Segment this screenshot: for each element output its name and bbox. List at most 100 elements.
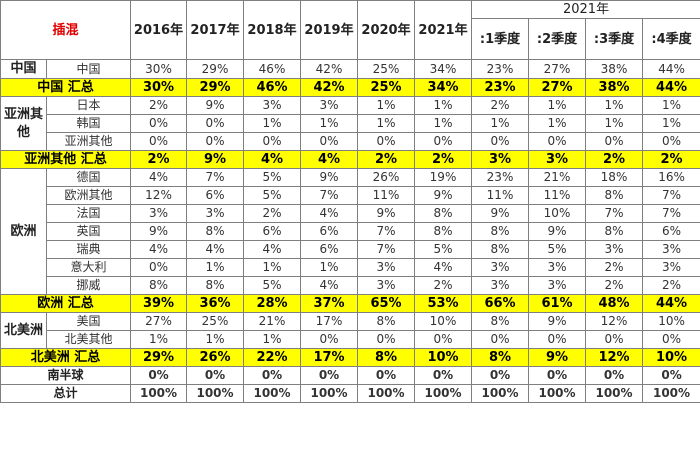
value-cell: 9% — [186, 150, 245, 169]
year-header: 2017年 — [186, 0, 245, 60]
value-cell: 0% — [585, 330, 644, 349]
value-cell: 0% — [528, 366, 587, 385]
value-cell: 26% — [357, 168, 416, 187]
country-label: 美国 — [45, 312, 132, 331]
total-row: 亚洲其他 汇总 2% 9% 4% 4% 2% 2% 3% 3% 2% 2% — [0, 150, 700, 169]
value-cell: 2% — [585, 258, 644, 277]
value-cell: 19% — [414, 168, 473, 187]
value-cell: 4% — [130, 240, 188, 259]
table-row: 意大利 0% 1% 1% 1% 3% 4% 3% 3% 2% 3% — [1, 258, 700, 277]
value-cell: 5% — [243, 168, 302, 187]
value-cell: 100% — [300, 384, 359, 403]
value-cell: 12% — [585, 312, 644, 331]
value-cell: 0% — [414, 330, 473, 349]
value-cell: 1% — [585, 96, 644, 115]
value-cell: 7% — [357, 222, 416, 241]
value-cell: 2% — [130, 96, 188, 115]
value-cell: 25% — [186, 312, 245, 331]
total-label: 亚洲其他 汇总 — [0, 150, 132, 169]
value-cell: 9% — [471, 204, 530, 223]
value-cell: 21% — [528, 168, 587, 187]
value-cell: 0% — [471, 132, 530, 151]
value-cell: 10% — [528, 204, 587, 223]
value-cell: 4% — [300, 276, 359, 295]
value-cell: 2% — [357, 150, 416, 169]
total-row: 中国 汇总 30% 29% 46% 42% 25% 34% 23% 27% 38% 44% — [0, 78, 700, 97]
value-cell: 8% — [471, 348, 530, 367]
value-cell: 5% — [528, 240, 587, 259]
value-cell: 3% — [471, 258, 530, 277]
value-cell: 46% — [243, 59, 302, 79]
table-row: 北美其他 1% 1% 1% 0% 0% 0% 0% 0% 0% 0% — [1, 330, 700, 349]
value-cell: 7% — [642, 186, 700, 205]
value-cell: 0% — [528, 330, 587, 349]
value-cell: 1% — [300, 114, 359, 133]
country-label: 德国 — [45, 168, 132, 187]
value-cell: 0% — [130, 258, 188, 277]
country-label: 法国 — [45, 204, 132, 223]
value-cell: 3% — [471, 276, 530, 295]
value-cell: 3% — [528, 150, 587, 169]
country-label: 瑞典 — [45, 240, 132, 259]
total-label: 欧洲 汇总 — [0, 294, 132, 313]
table-row: 亚洲其他 日本 2% 9% 3% 3% 1% 1% 2% 1% 1% 1% — [0, 96, 700, 151]
value-cell: 1% — [642, 96, 700, 115]
value-cell: 16% — [642, 168, 700, 187]
value-cell: 17% — [300, 348, 359, 367]
value-cell: 0% — [642, 330, 700, 349]
value-cell: 23% — [471, 59, 530, 79]
value-cell: 0% — [243, 366, 302, 385]
value-cell: 0% — [130, 132, 188, 151]
value-cell: 11% — [528, 186, 587, 205]
value-cell: 34% — [414, 59, 473, 79]
year-header: 2016年 — [130, 0, 188, 60]
value-cell: 6% — [300, 240, 359, 259]
value-cell: 0% — [130, 114, 188, 133]
value-cell: 0% — [528, 132, 587, 151]
table-row: 欧洲 德国 4% 7% 5% 9% 26% 19% 23% 21% 18% 16% — [0, 168, 700, 295]
value-cell: 10% — [414, 348, 473, 367]
value-cell: 1% — [300, 258, 359, 277]
value-cell: 8% — [414, 204, 473, 223]
value-cell: 100% — [528, 384, 587, 403]
table-row: 韩国 0% 0% 1% 1% 1% 1% 1% 1% 1% 1% — [1, 114, 700, 133]
value-cell: 38% — [585, 78, 644, 97]
value-cell: 0% — [186, 132, 245, 151]
value-cell: 9% — [528, 222, 587, 241]
value-cell: 6% — [300, 222, 359, 241]
value-cell: 18% — [585, 168, 644, 187]
header-row: 插混 2016年 2017年 2018年 2019年 2020年 2021年 2021年 — [0, 0, 700, 60]
value-cell: 8% — [357, 312, 416, 331]
value-cell: 11% — [471, 186, 530, 205]
value-cell: 4% — [243, 240, 302, 259]
value-cell: 8% — [186, 276, 245, 295]
value-cell: 0% — [357, 366, 416, 385]
value-cell: 29% — [186, 59, 245, 79]
value-cell: 2% — [642, 150, 700, 169]
value-cell: 100% — [414, 384, 473, 403]
value-cell: 1% — [357, 96, 416, 115]
value-cell: 5% — [243, 276, 302, 295]
value-cell: 3% — [186, 204, 245, 223]
table-row: 法国 3% 3% 2% 4% 9% 8% 9% 10% 7% 7% — [1, 204, 700, 223]
row-label: 南半球 — [0, 366, 132, 385]
value-cell: 9% — [528, 348, 587, 367]
value-cell: 8% — [186, 222, 245, 241]
value-cell: 23% — [471, 78, 530, 97]
value-cell: 42% — [300, 59, 359, 79]
value-cell: 8% — [471, 312, 530, 331]
value-cell: 48% — [585, 294, 644, 313]
value-cell: 1% — [243, 258, 302, 277]
value-cell: 6% — [186, 186, 245, 205]
data-table: 插混 2016年 2017年 2018年 2019年 2020年 2021年 2021年:1季… — [0, 0, 700, 403]
value-cell: 7% — [300, 186, 359, 205]
value-cell: 34% — [414, 78, 473, 97]
region-label: 欧洲 — [0, 168, 47, 295]
value-cell: 8% — [471, 222, 530, 241]
value-cell: 6% — [243, 222, 302, 241]
value-cell: 9% — [414, 186, 473, 205]
row-label: 总计 — [0, 384, 132, 403]
table-row: 南半球 0% 0% 0% 0% 0% 0% 0% 0% 0% 0% — [0, 366, 700, 385]
value-cell: 0% — [186, 114, 245, 133]
value-cell: 0% — [300, 330, 359, 349]
